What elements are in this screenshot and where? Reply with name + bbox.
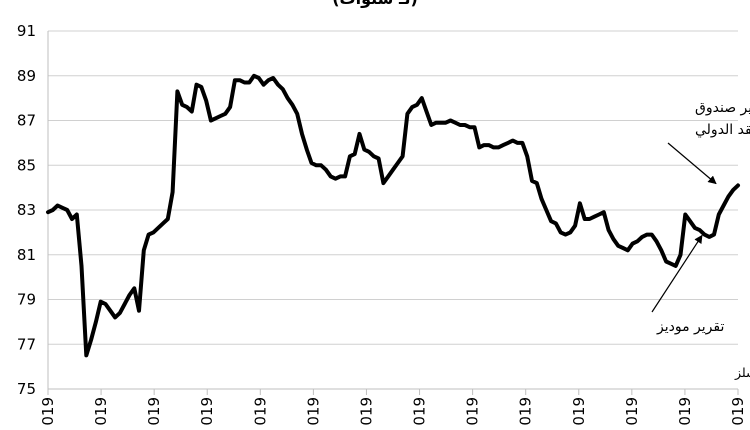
y-axis-ticks: 91 89 87 85 83 81 79 77 75 [17,22,36,398]
x-tick-label: 019 [676,397,694,426]
annotation-moodys: تقرير موديز [656,319,724,335]
annotation-imf-line2: النقد الدولي [695,122,750,138]
gridlines [48,30,738,345]
y-tick-label: 89 [17,67,36,85]
x-tick-label: 019 [570,397,588,426]
x-tick-label: 019 [729,397,747,426]
x-tick-label: 019 [39,397,57,426]
y-tick-label: 85 [17,156,36,174]
annotation-imf-arrow [667,142,717,185]
y-tick-label: 87 [17,112,36,130]
y-tick-label: 91 [17,22,36,40]
y-tick-label: 81 [17,246,36,264]
x-tick-label: 019 [145,397,163,426]
x-axis-ticks: 019 019 019 019 019 019 019 019 019 019 019 019 019 0… [39,389,747,426]
x-tick-label: 019 [464,397,482,426]
y-tick-label: 75 [17,380,36,398]
x-tick-label: 019 [517,397,535,426]
x-tick-label: 019 [251,397,269,426]
annotation-moodys-arrow [651,234,703,313]
x-tick-label: 019 [92,397,110,426]
y-tick-label: 83 [17,201,36,219]
chart-title-fragment: (لـ سنوات) [332,0,418,8]
y-tick-label: 77 [17,335,36,353]
x-tick-label: 019 [304,397,322,426]
source-credit: بروفسور جاسم عجاقة | مصدر : رويال فيننشل… [734,365,750,381]
x-tick-label: 019 [411,397,429,426]
x-tick-label: 019 [198,397,216,426]
annotations: تقرير صندوق النقد الدولي تقرير موديز [651,100,750,335]
annotation-imf-line1: تقرير صندوق [695,100,750,116]
y-tick-label: 79 [17,291,36,309]
x-tick-label: 019 [623,397,641,426]
series-line [46,73,740,358]
x-tick-label: 019 [357,397,375,426]
